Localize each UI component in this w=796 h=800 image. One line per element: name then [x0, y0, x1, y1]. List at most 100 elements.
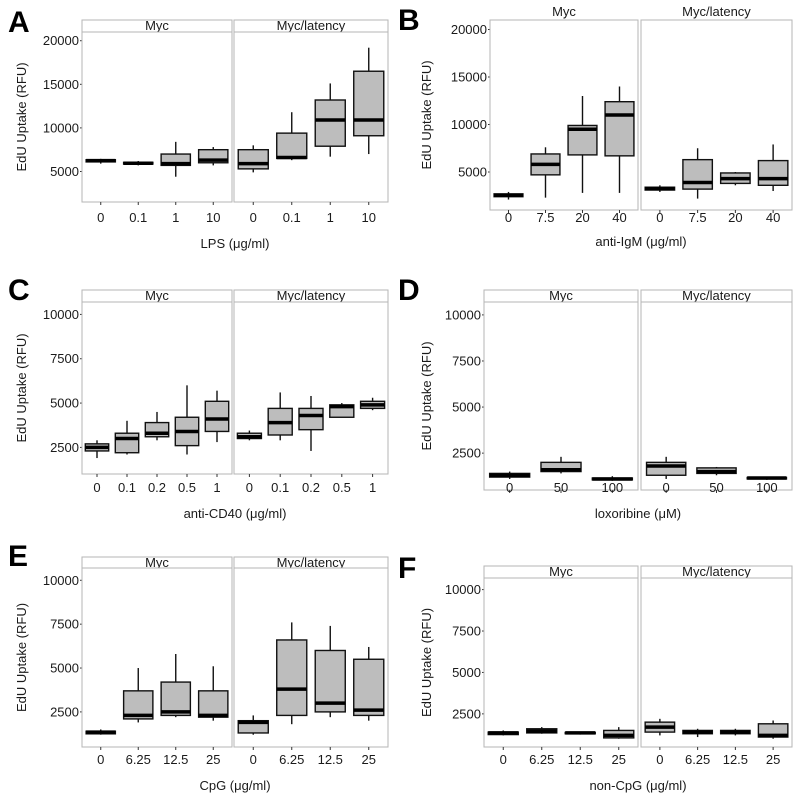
- y-tick-label: 20000: [451, 22, 487, 37]
- box-iqr: [276, 132, 308, 160]
- panel-letter: B: [398, 4, 420, 37]
- y-axis-label: EdU Uptake (RFU): [14, 333, 29, 442]
- x-axis-label: anti-IgM (μg/ml): [595, 234, 686, 249]
- box-1: 1: [160, 141, 192, 225]
- box-6_25: 6.25: [122, 668, 154, 767]
- x-tick-label: 10: [206, 210, 220, 225]
- y-axis-label: EdU Uptake (RFU): [14, 62, 29, 171]
- facet-panel: [640, 577, 793, 748]
- box-12_5: 12.5: [564, 731, 596, 767]
- x-tick-label: 0: [246, 480, 253, 495]
- y-tick-label: 5000: [452, 665, 481, 680]
- box-10: 10: [353, 47, 385, 225]
- box-iqr: [353, 658, 385, 717]
- x-axis-label: non-CpG (μg/ml): [589, 778, 686, 793]
- y-tick-label: 7500: [50, 351, 79, 366]
- x-tick-label: 0.5: [178, 480, 196, 495]
- y-tick-label: 10000: [43, 573, 79, 588]
- x-tick-label: 40: [766, 210, 780, 225]
- x-tick-label: 0: [250, 752, 257, 767]
- x-tick-label: 0: [93, 480, 100, 495]
- y-axis-label: EdU Uptake (RFU): [419, 608, 434, 717]
- y-axis-label: EdU Uptake (RFU): [419, 341, 434, 450]
- facet-title: Myc: [549, 564, 573, 579]
- x-tick-label: 0: [97, 210, 104, 225]
- box-6_25: 6.25: [276, 622, 308, 767]
- x-tick-label: 12.5: [163, 752, 188, 767]
- facet-title: Myc/latency: [682, 4, 751, 19]
- y-tick-label: 10000: [43, 307, 79, 322]
- box-100: 100: [591, 476, 634, 495]
- panel-letter: C: [8, 274, 30, 307]
- box-20: 20: [719, 172, 751, 225]
- x-tick-label: 25: [766, 752, 780, 767]
- x-tick-label: 12.5: [568, 752, 593, 767]
- facet-title: Myc/latency: [682, 564, 751, 579]
- y-tick-label: 5000: [452, 400, 481, 415]
- box-0: 0: [488, 471, 531, 495]
- panel-B: B 5000 10000 15000 20000 EdU Uptake (RFU) anti…: [398, 4, 793, 249]
- x-tick-label: 0: [656, 210, 663, 225]
- facet-myc-latency: Myc/latency 0 0.1 1 10: [233, 18, 389, 225]
- x-axis-label: anti-CD40 (μg/ml): [184, 506, 287, 521]
- panel-A: A 5000 10000 15000 20000 EdU Uptake (RFU) LPS …: [8, 6, 389, 251]
- box-0_5: 0.5: [174, 385, 200, 495]
- x-tick-label: 25: [206, 752, 220, 767]
- box-iqr: [237, 148, 269, 170]
- facet-title: Myc/latency: [682, 288, 751, 303]
- box-0: 0: [85, 729, 117, 767]
- box-iqr: [314, 99, 346, 147]
- facet-title: Myc: [145, 18, 169, 33]
- y-tick-label: 5000: [50, 164, 79, 179]
- box-40: 40: [757, 144, 789, 225]
- box-20: 20: [567, 96, 598, 225]
- panel-letter: D: [398, 274, 420, 307]
- box-0_1: 0.1: [114, 420, 140, 495]
- x-tick-label: 40: [612, 210, 626, 225]
- x-tick-label: 0.1: [271, 480, 289, 495]
- box-0: 0: [85, 158, 117, 225]
- facet-myc-latency: Myc/latency 0 7.5 20 40: [640, 4, 793, 225]
- box-50: 50: [696, 466, 737, 495]
- facet-title: Myc: [145, 288, 169, 303]
- y-tick-label: 5000: [50, 661, 79, 676]
- y-tick-label: 5000: [50, 396, 79, 411]
- x-tick-label: 100: [756, 480, 778, 495]
- x-tick-label: 12.5: [318, 752, 343, 767]
- facet-title: Myc/latency: [277, 18, 346, 33]
- box-10: 10: [197, 147, 229, 225]
- facet-panel: [233, 301, 389, 475]
- box-12_5: 12.5: [314, 625, 346, 767]
- y-tick-label: 10000: [445, 307, 481, 322]
- x-axis-label: LPS (μg/ml): [201, 236, 270, 251]
- x-tick-label: 6.25: [126, 752, 151, 767]
- x-tick-label: 12.5: [723, 752, 748, 767]
- box-0: 0: [493, 191, 524, 225]
- x-tick-label: 0: [505, 210, 512, 225]
- panel-letter: E: [8, 540, 28, 573]
- box-25: 25: [197, 666, 229, 767]
- box-7_5: 7.5: [682, 148, 714, 225]
- panel-letter: F: [398, 552, 416, 585]
- x-tick-label: 25: [362, 752, 376, 767]
- facet-myc: Myc 0 0.1 0.2 0.5 1: [81, 288, 233, 495]
- facet-panel: [233, 567, 389, 748]
- box-iqr: [197, 690, 229, 718]
- box-0_2: 0.2: [298, 395, 324, 495]
- box-0_2: 0.2: [144, 411, 170, 495]
- y-tick-label: 7500: [50, 617, 79, 632]
- x-tick-label: 0: [656, 752, 663, 767]
- x-tick-label: 0: [250, 210, 257, 225]
- y-tick-label: 10000: [445, 582, 481, 597]
- x-tick-label: 7.5: [536, 210, 554, 225]
- x-tick-label: 10: [362, 210, 376, 225]
- y-tick-label: 15000: [43, 77, 79, 92]
- box-0_1: 0.1: [276, 112, 308, 225]
- facet-myc: Myc 0 0.1 1 10: [81, 18, 233, 225]
- x-tick-label: 0.2: [302, 480, 320, 495]
- box-50: 50: [540, 456, 582, 495]
